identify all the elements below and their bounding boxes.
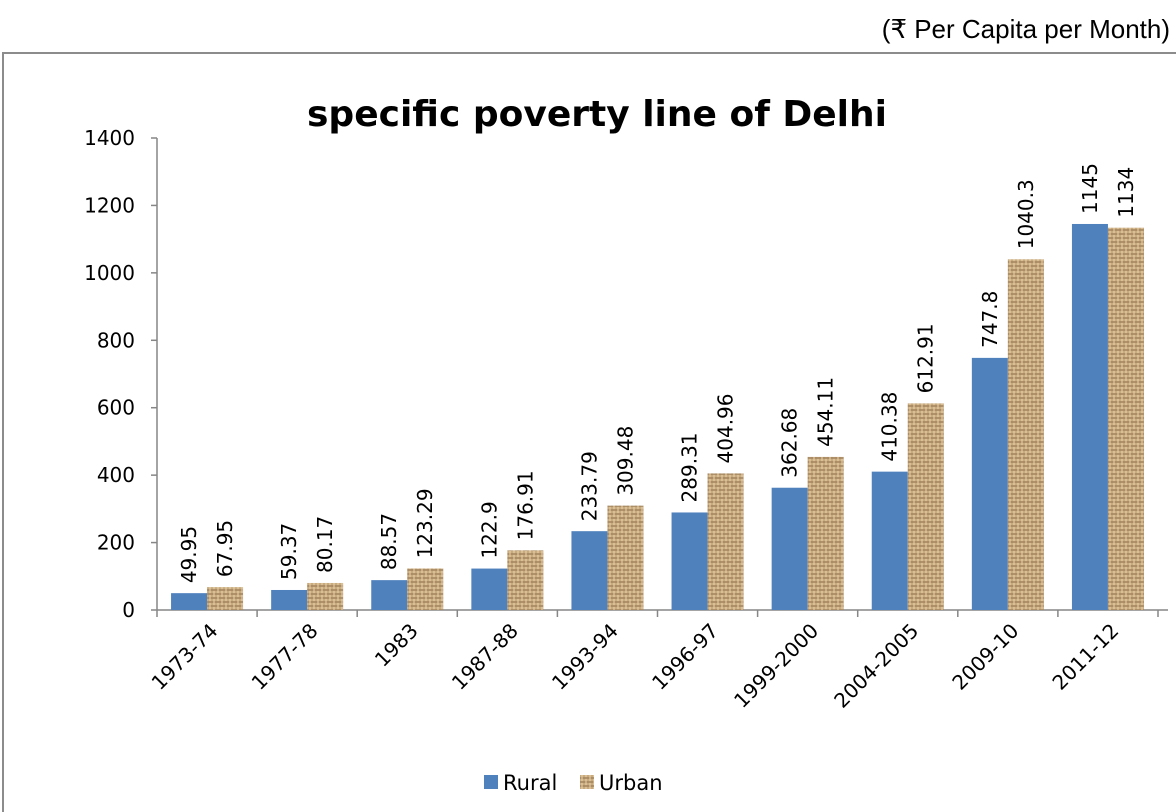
bar-rural [271, 589, 308, 610]
legend-swatch-urban [580, 775, 594, 789]
legend: Rural Urban [484, 771, 663, 795]
y-tick-label: 1200 [84, 193, 135, 217]
bar-rural [371, 580, 408, 610]
data-label-rural: 88.57 [377, 513, 401, 570]
data-label-rural: 122.9 [477, 501, 501, 558]
bar-urban [707, 473, 744, 610]
y-axis: 0 200 400 600 800 1000 1200 1400 [84, 126, 158, 622]
y-tick-label: 400 [97, 463, 135, 487]
bar-rural [771, 487, 808, 610]
data-label-urban: 1134 [1114, 167, 1138, 218]
bar-rural [971, 357, 1008, 610]
y-tick-label: 0 [122, 598, 135, 622]
bar-rural [1071, 223, 1108, 610]
y-tick-label: 600 [97, 396, 135, 420]
data-label-rural: 747.8 [978, 291, 1002, 348]
data-label-urban: 176.91 [513, 470, 537, 540]
data-label-urban: 80.17 [313, 516, 337, 573]
data-label-rural: 233.79 [577, 451, 601, 521]
bar-rural [571, 531, 608, 610]
legend-label-rural: Rural [503, 771, 557, 795]
legend-label-urban: Urban [599, 771, 663, 795]
bar-rural [671, 512, 708, 610]
legend-swatch-rural [484, 775, 498, 789]
data-label-rural: 289.31 [678, 432, 702, 502]
data-label-urban: 612.91 [914, 323, 938, 393]
y-tick-label: 800 [97, 328, 135, 352]
bar-urban [307, 582, 344, 610]
bar-urban [407, 568, 444, 610]
unit-note: (₹ Per Capita per Month) [881, 14, 1170, 44]
bar-urban [1007, 259, 1044, 610]
bar-urban [207, 587, 244, 610]
data-label-rural: 49.95 [177, 526, 201, 583]
bar-urban [507, 550, 544, 610]
bars [171, 223, 1144, 610]
data-label-urban: 123.29 [413, 488, 437, 558]
data-label-urban: 309.48 [613, 426, 637, 496]
data-label-urban: 67.95 [213, 520, 237, 577]
bar-urban [807, 456, 844, 610]
data-labels: 49.95 67.95 59.37 80.17 88.57 123.29 122.9 176.… [177, 163, 1138, 583]
bar-urban [907, 403, 944, 610]
bar-rural [171, 593, 208, 610]
chart-title: specific poverty line of Delhi [307, 94, 887, 135]
data-label-rural: 410.38 [878, 392, 902, 462]
bar-urban [1107, 227, 1144, 610]
y-tick-label: 1000 [84, 261, 135, 285]
bar-urban [607, 505, 644, 610]
data-label-rural: 362.68 [778, 408, 802, 478]
data-label-urban: 1040.3 [1014, 179, 1038, 249]
data-label-rural: 1145 [1078, 163, 1102, 214]
data-label-urban: 454.11 [814, 377, 838, 447]
bar-rural [471, 568, 508, 610]
data-label-urban: 404.96 [714, 393, 738, 463]
bar-rural [871, 471, 908, 610]
y-tick-label: 1400 [84, 126, 135, 150]
data-label-rural: 59.37 [277, 523, 301, 580]
y-tick-label: 200 [97, 531, 135, 555]
